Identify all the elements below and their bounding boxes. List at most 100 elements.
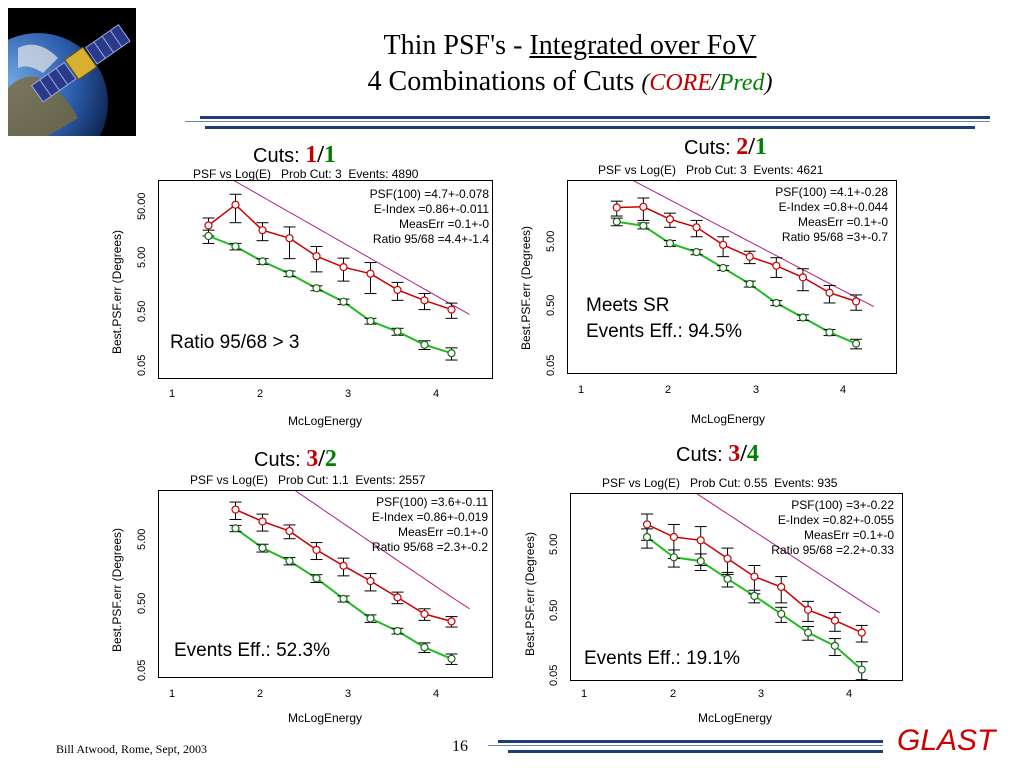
note-line: Events Eff.: 52.3%: [174, 640, 330, 661]
satellite-icon: [0, 8, 136, 173]
stat-ratio: Ratio 95/68 =2.2+-0.33: [771, 543, 894, 557]
xlabel-0: McLogEnergy: [288, 414, 363, 428]
stats-box-1: PSF(100) =4.1+-0.28 E-Index =0.8+-0.044 …: [775, 185, 888, 245]
data-point-pred: [285, 556, 294, 566]
xtick-1-2: 3: [753, 384, 760, 396]
cuts-label-0: Cuts: 1/1: [253, 142, 336, 168]
stat-e-index: E-Index =0.86+-0.011: [373, 202, 489, 216]
xtick-1-1: 2: [665, 384, 672, 396]
data-point-pred: [312, 574, 321, 583]
footer-rule-top: [498, 740, 883, 743]
note-2: Events Eff.: 52.3%: [174, 638, 330, 664]
title-open-paren: (: [641, 70, 650, 96]
data-point-pred: [750, 591, 759, 601]
data-point-pred: [612, 217, 621, 226]
data-point-core: [777, 582, 786, 592]
ytick-1-1: 0.50: [545, 294, 557, 316]
data-point-core: [830, 616, 840, 625]
cuts-pred-2: 2: [324, 446, 337, 472]
data-point-core: [798, 273, 808, 282]
chart-svg-3: [641, 494, 880, 680]
title-pred: Pred: [718, 70, 765, 96]
data-point-core: [772, 261, 781, 270]
note-line: Ratio 95/68 > 3: [170, 332, 300, 353]
ytick-0-0: 0.05: [136, 354, 148, 376]
data-point-core: [231, 200, 240, 209]
ytick-2-2: 5.00: [136, 528, 148, 550]
xlabel-3: McLogEnergy: [698, 711, 773, 725]
data-point-core: [366, 576, 375, 586]
stats-box-2: PSF(100) =3.6+-0.11 E-Index =0.86+-0.019…: [372, 495, 488, 555]
chart-header-1: PSF vs Log(E) Prob Cut: 3 Events: 4621: [598, 163, 824, 177]
data-point-pred: [420, 643, 429, 652]
ylabel-1: Best.PSF.err (Degrees): [519, 225, 533, 350]
ylabel-2: Best.PSF.err (Degrees): [110, 527, 124, 652]
data-point-pred: [366, 614, 375, 623]
data-point-core: [696, 536, 705, 545]
data-point-pred: [393, 327, 402, 336]
data-point-core: [258, 517, 267, 526]
title-underlined: Integrated over FoV: [529, 30, 757, 61]
stat-e-index: E-Index =0.86+-0.019: [371, 510, 488, 524]
cuts-pred-0: 1: [323, 142, 336, 168]
fit-curve-68: [696, 494, 880, 614]
data-point-pred: [723, 574, 732, 583]
chart-svg-1: [610, 181, 875, 350]
data-point-pred: [665, 239, 675, 248]
stat-meas-err: MeasErr =0.1+-0: [398, 217, 489, 231]
data-point-pred: [339, 297, 348, 306]
data-point-pred: [393, 626, 402, 636]
data-point-pred: [777, 609, 786, 619]
note-line: Events Eff.: 19.1%: [584, 648, 740, 669]
data-point-pred: [204, 231, 213, 241]
data-point-core: [642, 520, 652, 529]
data-point-core: [745, 252, 754, 261]
stat-e-index: E-Index =0.8+-0.044: [778, 200, 888, 214]
title-prefix: Thin PSF's -: [383, 30, 530, 61]
data-point-pred: [798, 313, 808, 322]
data-point-core: [852, 297, 861, 306]
series-line-pred: [616, 220, 857, 345]
xlabel-2: McLogEnergy: [288, 711, 363, 725]
data-point-pred: [745, 279, 754, 289]
xtick-2-1: 2: [257, 688, 264, 700]
data-point-pred: [692, 247, 701, 257]
ylabel-0: Best.PSF.err (Degrees): [110, 229, 124, 354]
data-point-pred: [772, 298, 781, 308]
chart-panel-3: PSF(100) =3+-0.22 E-Index =0.82+-0.055 M…: [570, 493, 903, 681]
data-point-pred: [366, 316, 375, 326]
stats-box-0: PSF(100) =4.7+-0.078 E-Index =0.86+-0.01…: [370, 187, 489, 247]
page-number: 16: [452, 738, 468, 755]
xtick-1-0: 1: [578, 384, 585, 396]
fit-curve-68: [233, 181, 470, 315]
xlabel-1: McLogEnergy: [691, 412, 766, 426]
cuts-label-1: Cuts: 2/1: [684, 134, 767, 160]
xtick-0-2: 3: [345, 388, 352, 400]
data-point-core: [312, 545, 321, 554]
data-point-core: [803, 605, 813, 614]
xtick-2-2: 3: [345, 688, 352, 700]
slide-title-line-2: 4 Combinations of Cuts (CORE/Pred): [160, 66, 980, 98]
chart-panel-2: PSF(100) =3.6+-0.11 E-Index =0.86+-0.019…: [158, 490, 493, 678]
data-point-pred: [447, 654, 456, 663]
stat-ratio: Ratio 95/68 =2.3+-0.2: [371, 540, 488, 554]
chart-header-2: PSF vs Log(E) Prob Cut: 1.1 Events: 2557: [190, 473, 426, 487]
data-point-core: [669, 532, 678, 542]
data-point-pred: [696, 557, 705, 566]
data-point-core: [285, 234, 294, 243]
title-slash: /: [712, 70, 719, 96]
ytick-2-1: 0.50: [136, 592, 148, 614]
data-point-core: [393, 285, 402, 294]
data-point-core: [339, 263, 348, 272]
ytick-0-2: 5.00: [136, 246, 148, 268]
series-line-core: [616, 206, 857, 303]
data-point-pred: [857, 665, 866, 674]
chart-header-3: PSF vs Log(E) Prob Cut: 0.55 Events: 935: [602, 476, 838, 490]
xtick-0-1: 2: [257, 388, 264, 400]
chart-svg-2: [229, 491, 470, 665]
xtick-0-0: 1: [169, 388, 176, 400]
data-point-core: [258, 226, 267, 235]
ytick-0-3: 50.00: [136, 192, 148, 220]
data-point-core: [393, 593, 402, 602]
xtick-2-3: 4: [433, 688, 440, 700]
